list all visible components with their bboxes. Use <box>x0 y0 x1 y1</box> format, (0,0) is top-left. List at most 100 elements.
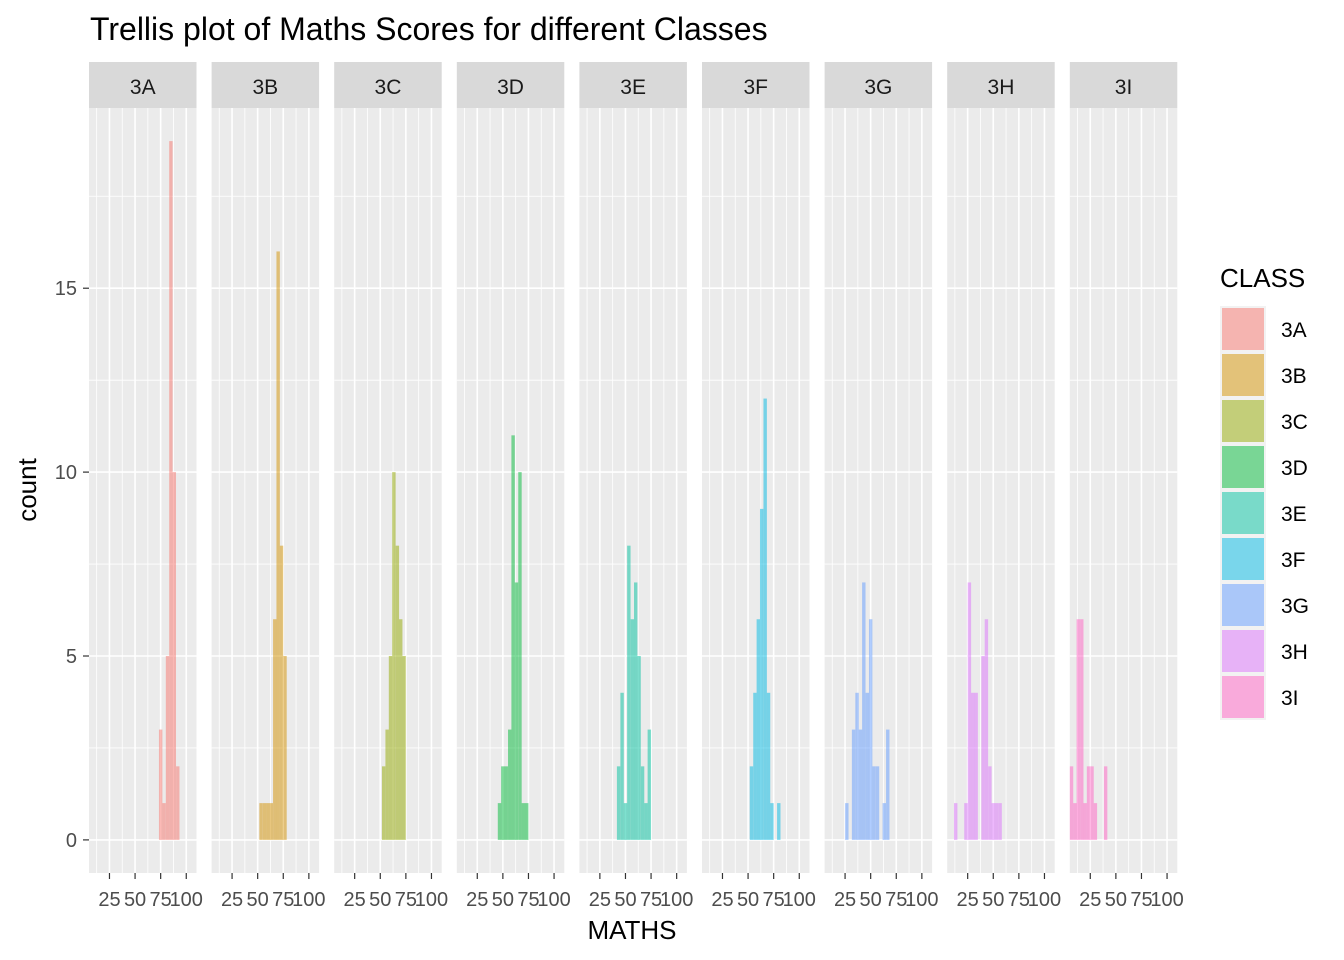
histogram-bar <box>967 582 972 840</box>
facet-strip-label: 3A <box>130 76 156 99</box>
histogram-bar <box>845 803 849 840</box>
x-tick-label: 25 <box>1079 889 1101 911</box>
legend-label: 3F <box>1281 549 1306 572</box>
histogram-bar <box>756 619 761 840</box>
histogram-bar <box>521 803 526 840</box>
x-tick-label: 100 <box>1028 889 1061 911</box>
histogram-bar <box>511 435 515 840</box>
x-tick-label: 25 <box>221 889 243 911</box>
histogram-bar <box>165 656 170 840</box>
legend-swatch <box>1222 584 1264 626</box>
facet-strip-label: 3G <box>864 76 892 99</box>
y-tick-label: 10 <box>55 462 77 484</box>
histogram-bar <box>508 729 512 840</box>
histogram-bar <box>1076 619 1081 840</box>
x-tick-label: 25 <box>466 889 488 911</box>
x-tick-label: 100 <box>170 889 203 911</box>
legend-swatch <box>1222 538 1264 580</box>
x-tick-label: 75 <box>272 889 294 911</box>
histogram-bar <box>1069 766 1074 840</box>
panel-background <box>947 108 1055 873</box>
legend-swatch <box>1222 630 1264 672</box>
legend-swatch <box>1222 308 1264 350</box>
legend-label: 3I <box>1281 687 1299 710</box>
legend-title: CLASS <box>1220 263 1305 293</box>
x-tick-label: 25 <box>834 889 856 911</box>
legend-item-3g: 3G <box>1220 582 1309 628</box>
facet-strip-label: 3I <box>1115 76 1133 99</box>
histogram-bar <box>283 656 287 840</box>
x-tick-label: 75 <box>517 889 539 911</box>
x-tick-label: 25 <box>98 889 120 911</box>
histogram-bar <box>169 141 173 840</box>
histogram-bar <box>981 656 985 840</box>
x-tick-label: 75 <box>885 889 907 911</box>
histogram-bar <box>1103 766 1108 840</box>
legend-item-3f: 3F <box>1220 536 1306 582</box>
histogram-bar <box>158 729 163 840</box>
histogram-bar <box>269 803 273 840</box>
histogram-bar <box>514 582 519 840</box>
x-tick-label: 25 <box>711 889 733 911</box>
histogram-bar <box>1090 766 1094 840</box>
histogram-bar <box>162 803 166 840</box>
legend-swatch <box>1222 492 1264 534</box>
histogram-bar <box>504 766 508 840</box>
facet-strip <box>824 62 933 108</box>
histogram-bar <box>640 766 645 840</box>
x-tick-label: 75 <box>150 889 172 911</box>
histogram-bar <box>630 619 635 840</box>
histogram-bar <box>974 692 978 840</box>
facet-strip-label: 3E <box>620 76 646 99</box>
facet-strip-label: 3H <box>988 76 1015 99</box>
x-tick-label: 100 <box>660 889 693 911</box>
x-tick-label: 75 <box>1008 889 1030 911</box>
histogram-bar <box>266 803 270 840</box>
histogram-bar <box>644 803 648 840</box>
histogram-bar <box>381 766 386 840</box>
histogram-bar <box>749 766 754 840</box>
histogram-bar <box>1073 803 1077 840</box>
legend-swatch <box>1222 446 1264 488</box>
histogram-bar <box>620 692 624 840</box>
facet-strip-label: 3D <box>497 76 524 99</box>
x-tick-label: 25 <box>344 889 366 911</box>
legend-swatch <box>1222 354 1264 396</box>
histogram-bar <box>868 619 873 840</box>
x-tick-label: 50 <box>614 889 636 911</box>
histogram-bar <box>399 619 403 840</box>
histogram-bar <box>998 803 1002 840</box>
histogram-bar <box>770 803 774 840</box>
legend-item-3d: 3D <box>1220 444 1308 490</box>
legend-label: 3B <box>1281 365 1307 388</box>
x-tick-label: 100 <box>1150 889 1183 911</box>
histogram-bar <box>395 545 400 840</box>
histogram-bar <box>851 729 856 840</box>
chart-title: Trellis plot of Maths Scores for differe… <box>90 11 768 47</box>
facet-strip <box>702 62 810 108</box>
histogram-bar <box>262 803 267 840</box>
histogram-bar <box>777 803 781 840</box>
histogram-bar <box>1086 766 1091 840</box>
x-tick-label: 100 <box>783 889 816 911</box>
histogram-bar <box>634 582 638 840</box>
histogram-bar <box>176 766 180 840</box>
histogram-bar <box>882 803 886 840</box>
x-tick-label: 25 <box>589 889 611 911</box>
panel-background <box>211 108 320 873</box>
x-tick-label: 50 <box>369 889 391 911</box>
legend-item-3a: 3A <box>1220 306 1307 352</box>
y-axis: 0 5 10 15 <box>55 278 89 852</box>
histogram-bar <box>388 656 393 840</box>
histogram-bar <box>273 619 277 840</box>
histogram-bar <box>855 692 859 840</box>
histogram-bar <box>994 803 999 840</box>
facet-strip <box>89 62 197 108</box>
